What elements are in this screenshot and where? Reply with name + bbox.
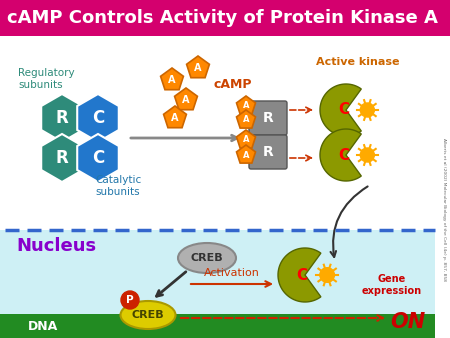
Bar: [435, 36, 450, 338]
Text: A: A: [168, 75, 176, 85]
Text: A: A: [243, 101, 249, 111]
Text: Catalytic
subunits: Catalytic subunits: [95, 175, 141, 197]
Polygon shape: [237, 110, 256, 128]
Polygon shape: [187, 56, 209, 78]
Text: Alberts et al (2002) Molecular Biology of the Cell (4e) p. 857, 858: Alberts et al (2002) Molecular Biology o…: [442, 139, 446, 282]
Text: CREB: CREB: [191, 253, 223, 263]
Polygon shape: [41, 134, 83, 182]
Circle shape: [121, 291, 139, 309]
Polygon shape: [161, 68, 184, 90]
Text: Nucleus: Nucleus: [16, 237, 96, 255]
Text: A: A: [243, 150, 249, 160]
Text: ON: ON: [390, 312, 425, 332]
Text: C: C: [92, 149, 104, 167]
Polygon shape: [237, 130, 256, 148]
Circle shape: [320, 268, 334, 282]
Text: Gene
expression: Gene expression: [362, 274, 422, 296]
Bar: [0, 314, 435, 338]
Text: R: R: [56, 149, 68, 167]
Text: CREB: CREB: [132, 310, 164, 320]
Polygon shape: [278, 248, 321, 302]
Text: DNA: DNA: [28, 319, 58, 333]
Polygon shape: [175, 88, 198, 110]
Text: cAMP: cAMP: [213, 77, 252, 91]
Text: C: C: [92, 109, 104, 127]
Text: C: C: [338, 102, 349, 118]
Text: R: R: [263, 145, 274, 159]
Ellipse shape: [178, 243, 236, 273]
Polygon shape: [41, 94, 83, 142]
Ellipse shape: [121, 301, 176, 329]
FancyBboxPatch shape: [249, 135, 287, 169]
Text: Regulatory
subunits: Regulatory subunits: [18, 68, 75, 90]
Circle shape: [360, 148, 374, 162]
Text: R: R: [56, 109, 68, 127]
Text: C: C: [297, 267, 308, 283]
Polygon shape: [77, 94, 119, 142]
Text: cAMP Controls Activity of Protein Kinase A: cAMP Controls Activity of Protein Kinase…: [7, 9, 437, 27]
Text: A: A: [243, 116, 249, 124]
Bar: [0, 230, 435, 338]
Polygon shape: [237, 145, 256, 163]
Text: A: A: [171, 113, 179, 123]
Text: A: A: [194, 63, 202, 73]
Text: Activation: Activation: [204, 268, 260, 278]
Text: R: R: [263, 111, 274, 125]
Polygon shape: [164, 106, 186, 128]
Circle shape: [360, 103, 374, 117]
Text: A: A: [182, 95, 190, 105]
Text: P: P: [126, 295, 134, 305]
Bar: [0, 0, 450, 36]
Bar: [0, 36, 435, 230]
Polygon shape: [237, 96, 256, 114]
Polygon shape: [77, 134, 119, 182]
Text: C: C: [338, 147, 349, 163]
Polygon shape: [320, 84, 361, 136]
Text: A: A: [243, 136, 249, 145]
FancyBboxPatch shape: [249, 101, 287, 135]
Text: Active kinase: Active kinase: [316, 57, 400, 67]
Polygon shape: [320, 129, 361, 181]
